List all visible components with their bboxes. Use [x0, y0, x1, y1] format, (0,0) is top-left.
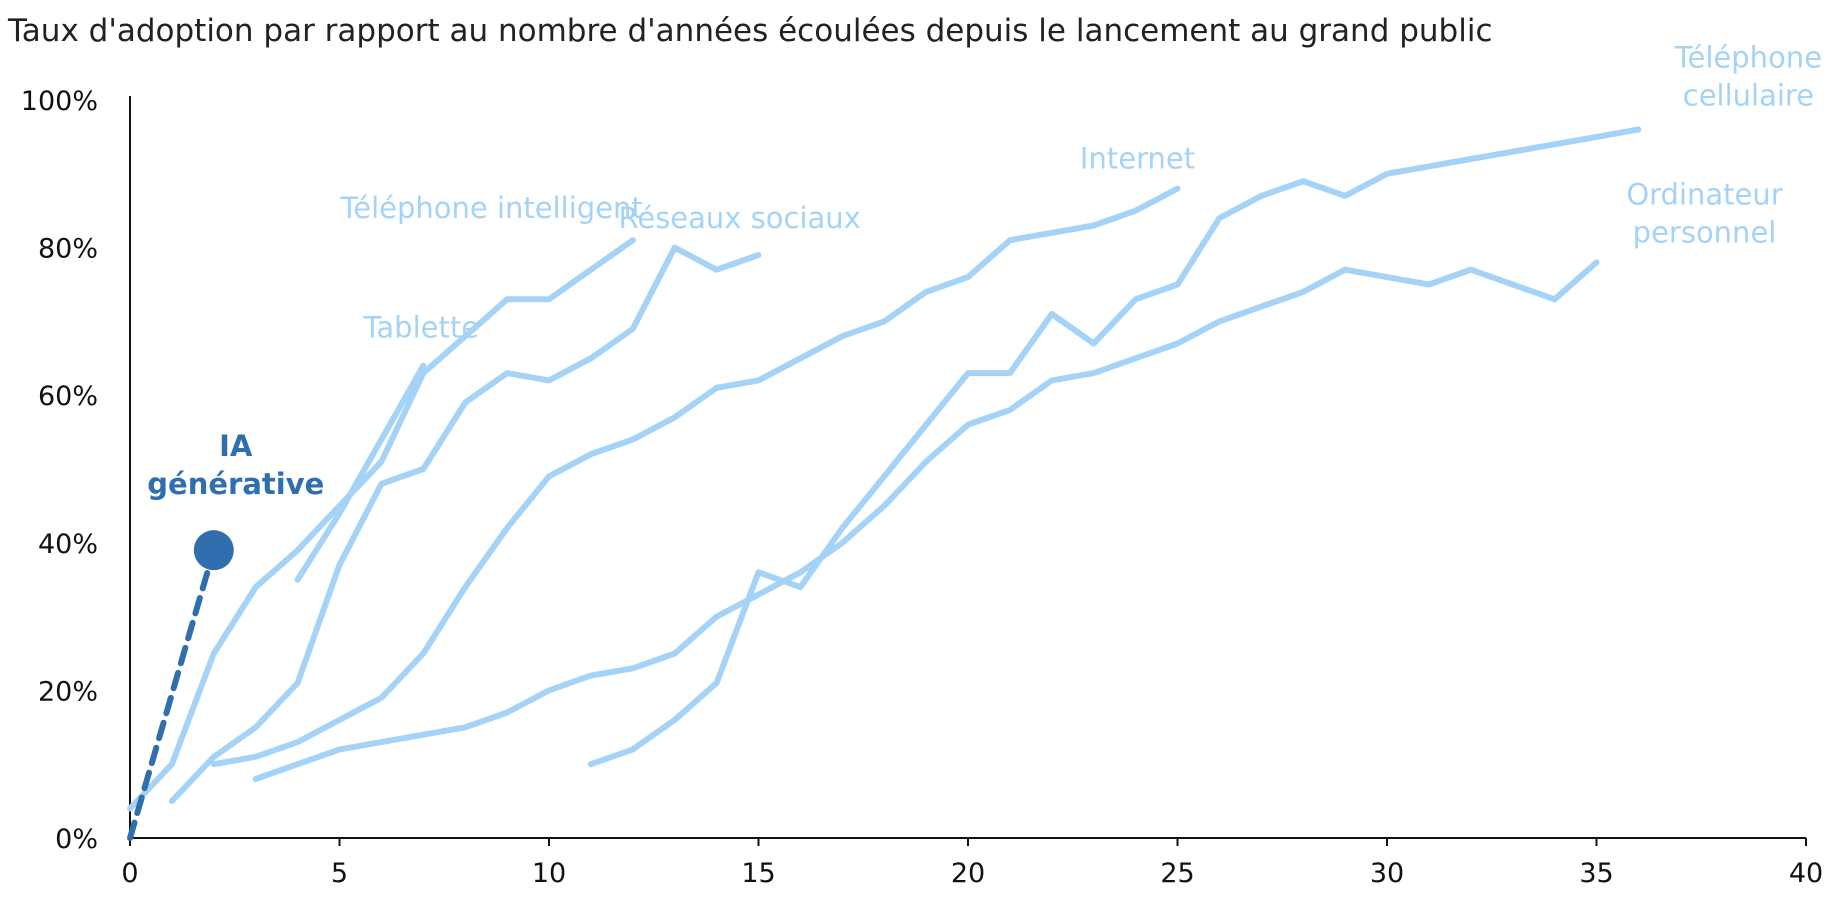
y-tick-label: 100%	[21, 86, 98, 117]
x-tick-label: 15	[741, 858, 775, 889]
series-label-ia-generative: IA	[219, 429, 253, 463]
series-end-marker-ia-generative	[193, 530, 234, 571]
x-tick-label: 40	[1789, 858, 1823, 889]
axes: 0 5 10 15 20 25 30 35 40 0% 20% 40% 60% 80% 100%	[21, 86, 1823, 889]
series-label-reseaux-sociaux: Réseaux sociaux	[619, 201, 861, 235]
series-label-ordinateur-personnel: personnel	[1633, 215, 1777, 249]
series-label-ordinateur-personnel: Ordinateur	[1626, 177, 1782, 211]
series-line-reseaux-sociaux	[168, 244, 762, 805]
series-label-telephone-cellulaire: Téléphone	[1674, 41, 1822, 75]
x-tick-label: 25	[1160, 858, 1194, 889]
x-tick-label: 20	[951, 858, 985, 889]
series-line-tablette	[294, 362, 427, 583]
series-line-internet	[210, 185, 1181, 768]
series-line-ia-generative	[127, 547, 217, 841]
chart-subtitle: Taux d'adoption par rapport au nombre d'…	[7, 13, 1493, 49]
y-tick-label: 0%	[55, 824, 98, 855]
y-tick-label: 20%	[38, 676, 98, 707]
series-line-ordinateur-personnel	[252, 259, 1600, 782]
x-tick-label: 0	[121, 858, 138, 889]
y-tick-label: 40%	[38, 529, 98, 560]
series-line-telephone-intelligent	[127, 237, 636, 812]
series-label-telephone-intelligent: Téléphone intelligent	[339, 191, 642, 225]
x-tick-label: 35	[1579, 858, 1613, 889]
y-tick-label: 60%	[38, 381, 98, 412]
series-line-telephone-cellulaire	[587, 126, 1642, 768]
series-label-tablette: Tablette	[363, 311, 480, 345]
series-label-ia-generative: générative	[147, 467, 324, 501]
series-lines	[127, 126, 1642, 841]
x-tick-label: 30	[1370, 858, 1404, 889]
series-label-telephone-cellulaire: cellulaire	[1683, 79, 1814, 113]
series-labels: Téléphone intelligent Tablette Réseaux soc…	[147, 41, 1822, 502]
x-tick-label: 10	[532, 858, 566, 889]
y-tick-label: 80%	[38, 234, 98, 265]
series-label-internet: Internet	[1080, 142, 1195, 176]
x-tick-label: 5	[331, 858, 348, 889]
